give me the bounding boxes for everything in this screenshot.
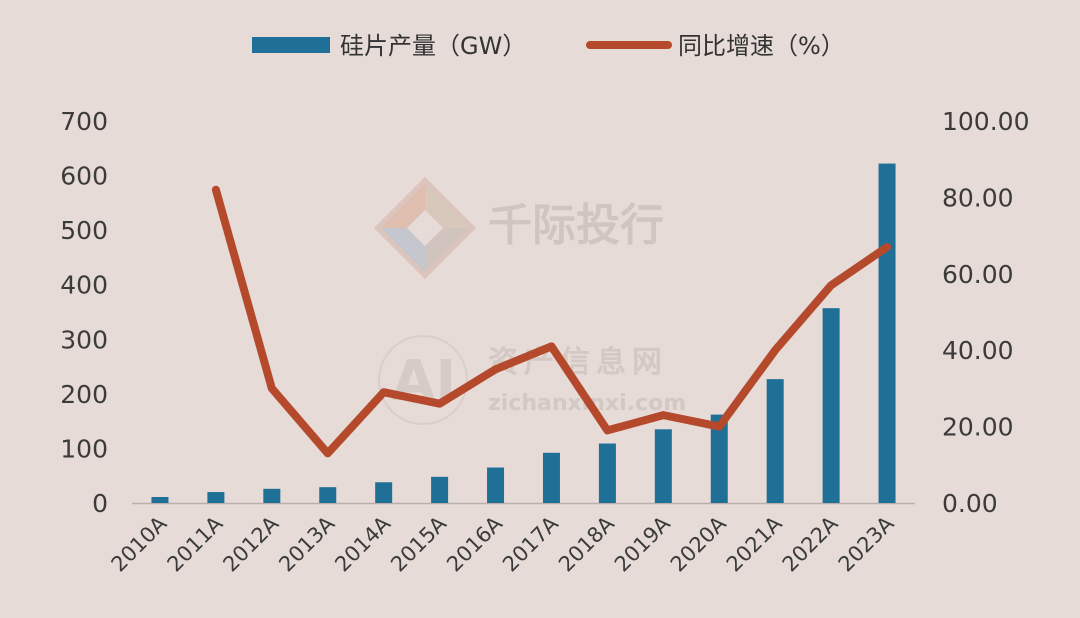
x-tick-label: 2015A [386,511,451,576]
bar-2014A [375,482,393,503]
bar-2015A [431,476,449,503]
brand-logo-icon [373,176,477,280]
legend-label-line: 同比增速（%） [678,32,845,60]
line-point-2013A [326,452,329,455]
line-point-2015A [438,402,441,405]
bar-2017A [542,452,560,503]
line-point-2020A [718,425,721,428]
y-left-tick-label: 200 [60,380,108,409]
line-point-2019A [662,414,665,417]
y-left-tick-label: 600 [60,162,108,191]
y-left-tick-label: 700 [60,107,108,136]
y-right-tick-label: 80.00 [942,183,1014,212]
bar-2018A [598,443,616,503]
bar-2021A [766,379,784,503]
line-point-2018A [606,429,609,432]
bar-2010A [151,496,169,503]
bar-2023A [878,163,896,503]
y-right-tick-label: 40.00 [942,336,1014,365]
bar-2011A [207,492,225,503]
x-tick-label: 2023A [834,511,899,576]
bar-2012A [263,488,281,503]
x-tick-label: 2020A [666,511,731,576]
legend-swatch-bar [252,37,330,53]
legend-label-bar: 硅片产量（GW） [340,32,526,60]
x-tick-label: 2022A [778,511,843,576]
bar-2022A [822,308,840,503]
watermark-site: AI 资产信息网 zichanxinxi.com [378,335,686,425]
x-tick-label: 2011A [163,511,228,576]
y-left-tick-label: 300 [60,325,108,354]
y-left-tick-label: 400 [60,271,108,300]
bar-series [151,163,896,503]
y-right-tick-label: 0.00 [942,489,998,518]
y-left-tick-label: 0 [92,489,108,518]
bar-2013A [319,487,337,503]
line-point-2016A [494,368,497,371]
y-right-tick-label: 60.00 [942,260,1014,289]
x-tick-label: 2013A [274,511,339,576]
line-point-2011A [214,188,217,191]
x-tick-label: 2018A [554,511,619,576]
watermark-logo-icon [378,335,468,425]
line-series [211,185,892,458]
y-right-tick-label: 20.00 [942,413,1014,442]
watermark-brand: 千际投行 [373,176,664,280]
x-tick-label: 2021A [722,511,787,576]
y-left-tick-label: 100 [60,434,108,463]
bar-2019A [654,429,672,503]
line-point-2023A [886,246,889,249]
line-point-2021A [774,349,777,352]
line-point-2014A [382,391,385,394]
x-tick-label: 2019A [610,511,675,576]
x-tick-label: 2014A [330,511,395,576]
bar-2020A [710,414,728,503]
legend: 硅片产量（GW） 同比增速（%） [252,32,845,60]
x-tick-label: 2010A [107,511,172,576]
x-tick-label: 2012A [218,511,283,576]
bar-2016A [487,467,505,503]
line-point-2012A [270,387,273,390]
x-tick-label: 2017A [498,511,563,576]
x-tick-label: 2016A [442,511,507,576]
y-left-tick-label: 500 [60,216,108,245]
watermark-brand-text: 千际投行 [488,200,664,251]
line-point-2017A [550,345,553,348]
y-right-tick-label: 100.00 [942,107,1029,136]
line-point-2022A [830,284,833,287]
